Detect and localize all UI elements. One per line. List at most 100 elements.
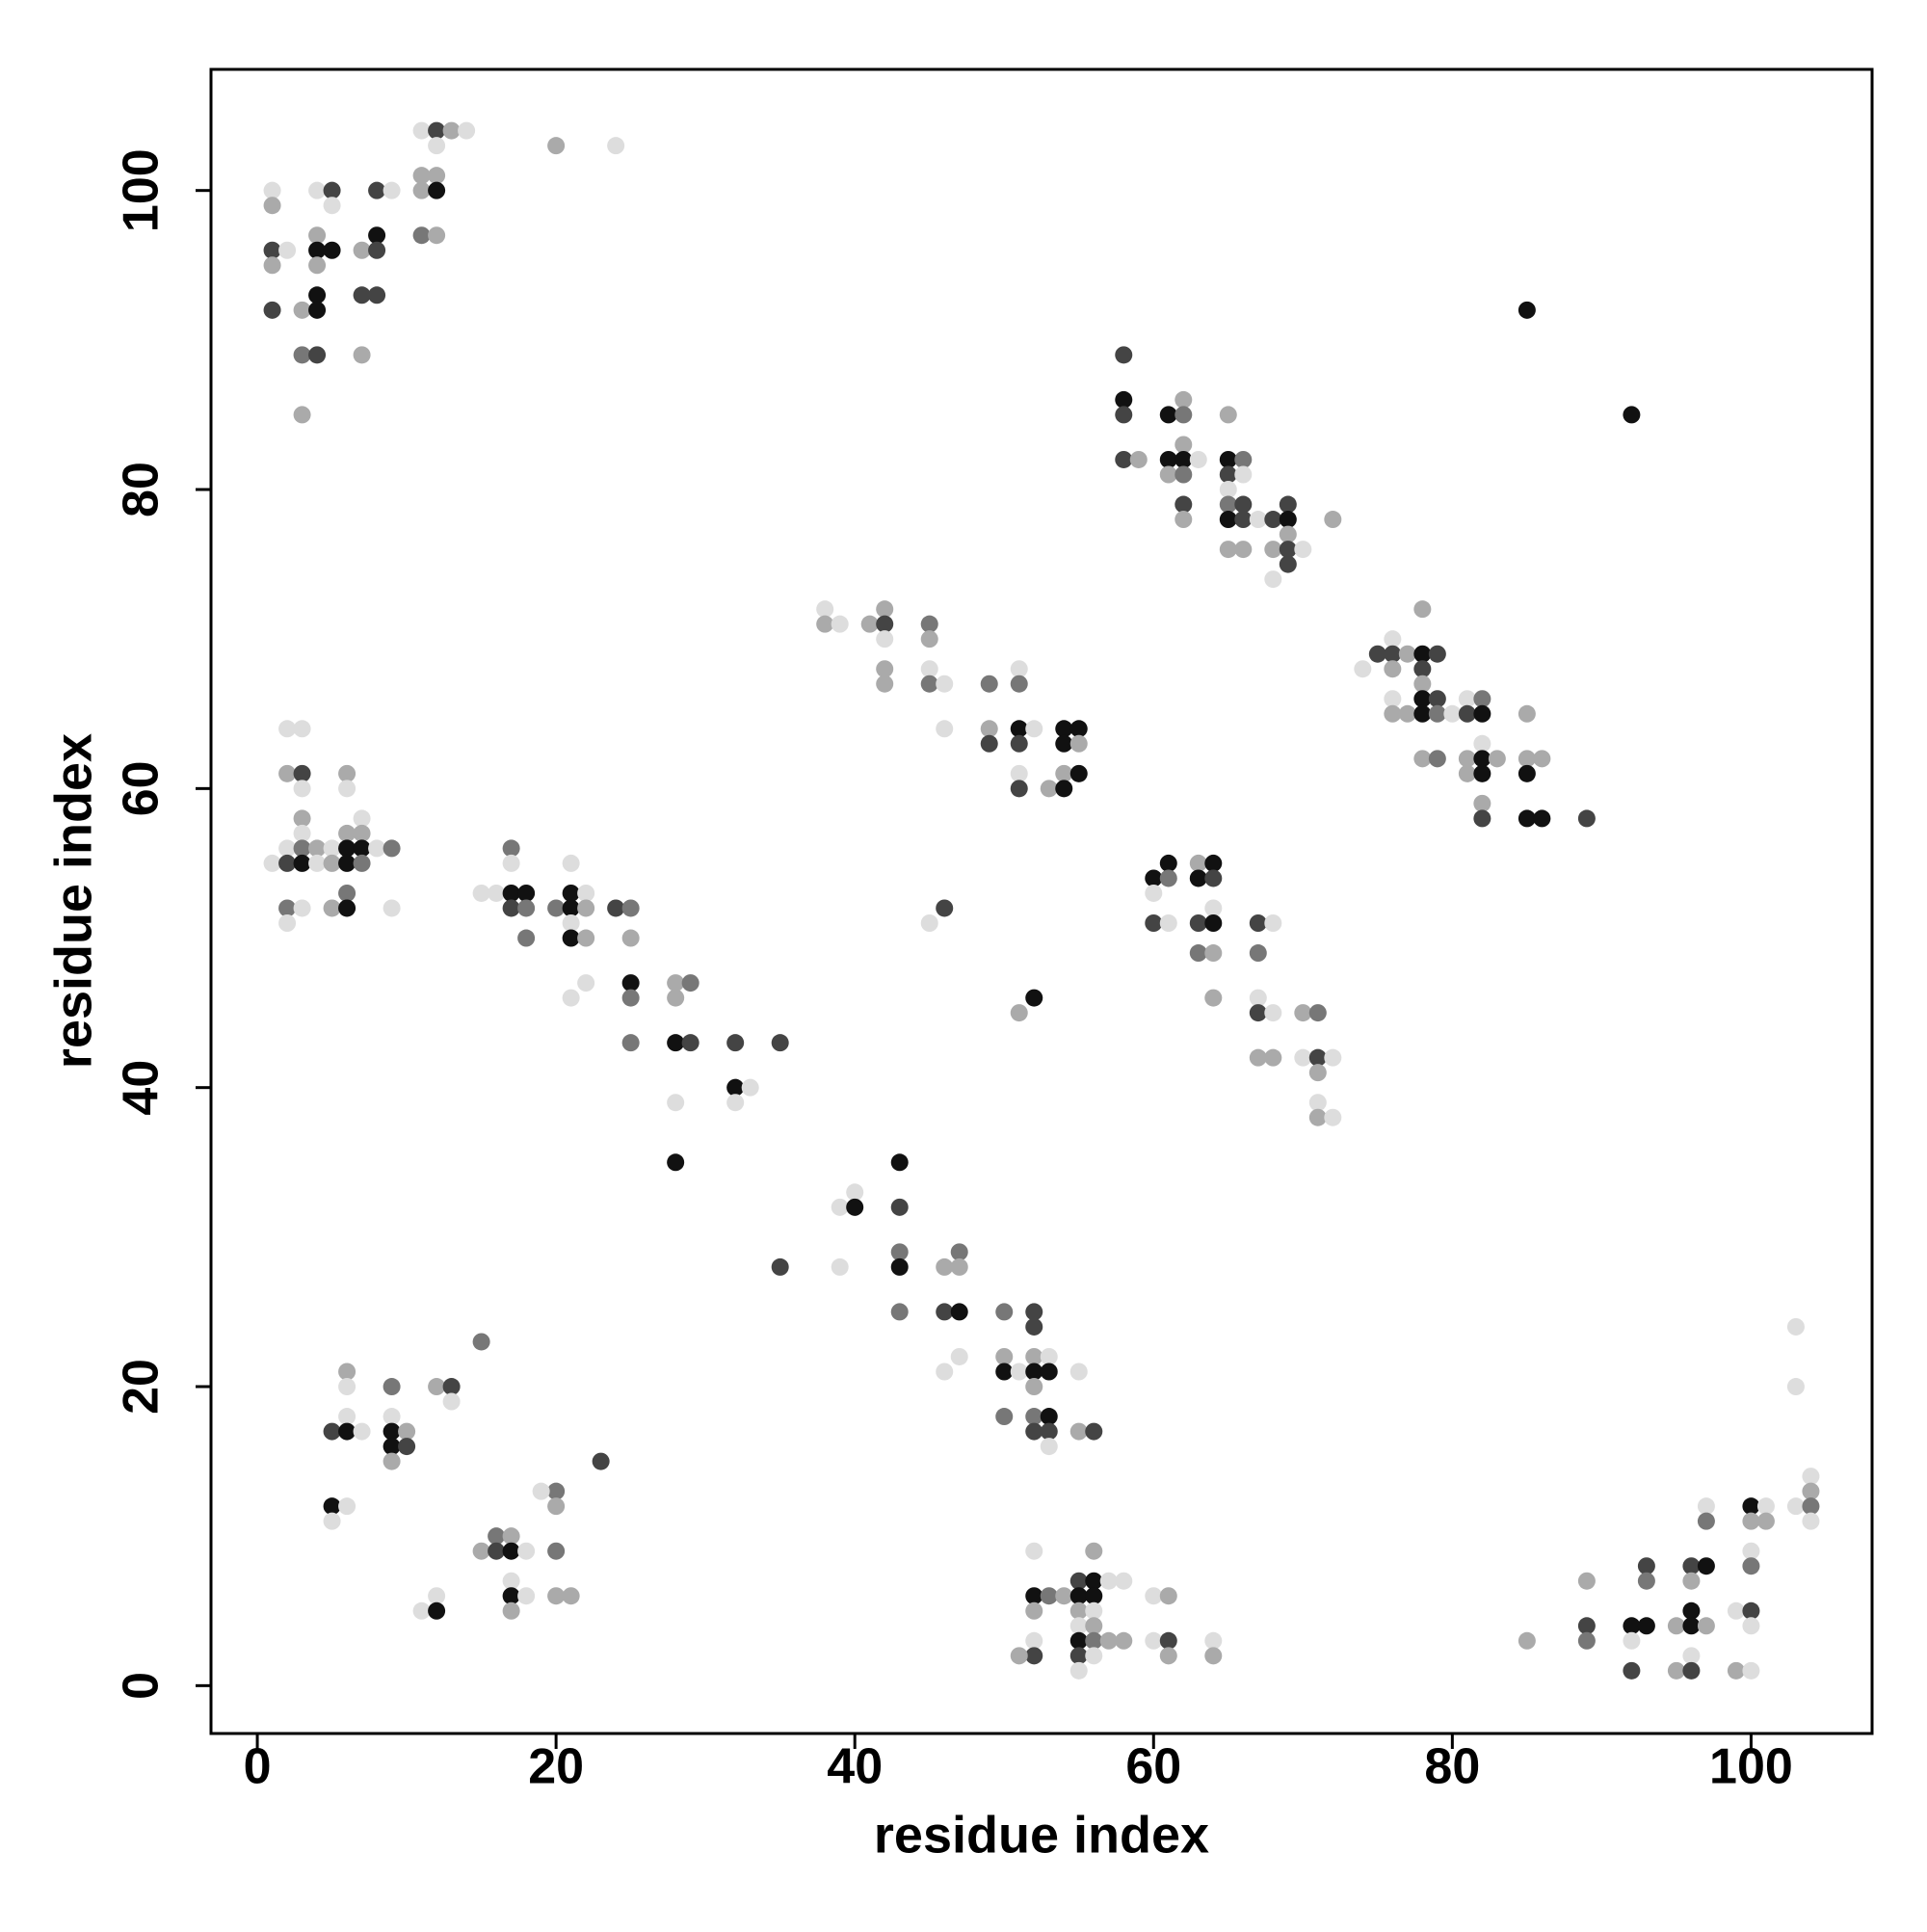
contact-point <box>1264 570 1282 589</box>
contact-point <box>1010 1647 1028 1665</box>
contact-point <box>741 1078 759 1097</box>
contact-point <box>1085 1572 1103 1590</box>
contact-point <box>1488 750 1506 768</box>
contact-point <box>1682 1572 1701 1590</box>
contact-point <box>308 839 327 858</box>
y-tick-label: 100 <box>114 148 170 232</box>
contact-point <box>1443 704 1462 723</box>
contact-point <box>562 913 580 932</box>
contact-point <box>1010 675 1028 693</box>
contact-point <box>293 780 311 798</box>
contact-point <box>1384 630 1402 648</box>
contact-point <box>1234 541 1253 559</box>
contact-point <box>1786 1317 1805 1336</box>
contact-point <box>383 1452 401 1470</box>
contact-point <box>1204 913 1223 932</box>
contact-point <box>1413 675 1432 693</box>
contact-point <box>1294 541 1312 559</box>
contact-point <box>368 286 386 304</box>
contact-point <box>1623 1661 1641 1680</box>
contact-point <box>1085 1422 1103 1441</box>
contact-point <box>621 899 640 917</box>
contact-point <box>338 1408 356 1426</box>
contact-point <box>1413 750 1432 768</box>
contact-point <box>293 854 311 872</box>
contact-point <box>1786 1497 1805 1516</box>
contact-point <box>1279 511 1297 529</box>
contact-point <box>442 1392 461 1411</box>
contact-point <box>1085 1647 1103 1665</box>
contact-point <box>383 1408 401 1426</box>
contact-point <box>936 1363 954 1381</box>
contact-point <box>1175 495 1193 514</box>
contact-point <box>412 121 431 140</box>
contact-point <box>1577 1617 1596 1635</box>
contact-point <box>1189 944 1207 963</box>
contact-point <box>1308 1108 1327 1126</box>
contact-point <box>383 1422 401 1441</box>
contact-point <box>577 899 595 917</box>
contact-point <box>562 989 580 1007</box>
contact-point <box>428 121 446 140</box>
contact-point <box>995 1363 1014 1381</box>
contact-point <box>1204 899 1223 917</box>
contact-point <box>1413 690 1432 708</box>
contact-point <box>1219 406 1237 424</box>
contact-point <box>368 181 386 199</box>
contact-point <box>1413 600 1432 619</box>
contact-point <box>936 720 954 738</box>
contact-point <box>1682 1617 1701 1635</box>
contact-point <box>1189 854 1207 872</box>
contact-point <box>1069 1572 1088 1590</box>
contact-point <box>936 1303 954 1321</box>
contact-point <box>412 226 431 245</box>
contact-point <box>353 1422 371 1441</box>
contact-point <box>428 1587 446 1605</box>
contact-point <box>1354 660 1372 678</box>
contact-point <box>1428 690 1446 708</box>
contact-point <box>1398 645 1416 663</box>
contact-point <box>1025 1347 1043 1365</box>
contact-point <box>1115 1631 1133 1650</box>
contact-point <box>1249 1004 1267 1022</box>
contact-point <box>1756 1512 1775 1530</box>
contact-point <box>383 899 401 917</box>
contact-point <box>890 1198 909 1216</box>
contact-point <box>1384 704 1402 723</box>
contact-point <box>398 1438 416 1456</box>
contact-point <box>920 660 938 678</box>
contact-point <box>1308 1004 1327 1022</box>
x-tick-label: 100 <box>1709 1739 1793 1795</box>
contact-point <box>1219 450 1237 468</box>
contact-point <box>1040 1587 1058 1605</box>
contact-point <box>1279 555 1297 573</box>
contact-point <box>1219 481 1237 499</box>
contact-point <box>1473 764 1491 782</box>
contact-point <box>1069 1631 1088 1650</box>
contact-point <box>1010 764 1028 782</box>
contact-point <box>263 241 281 259</box>
contact-point <box>502 1527 520 1546</box>
contact-point <box>1742 1601 1760 1620</box>
contact-point <box>920 630 938 648</box>
contact-point <box>1099 1631 1118 1650</box>
contact-point <box>1204 1647 1223 1665</box>
y-tick-label: 0 <box>114 1672 170 1700</box>
contact-point <box>1473 690 1491 708</box>
contact-point <box>547 899 566 917</box>
contact-point <box>293 720 311 738</box>
contact-point <box>1428 704 1446 723</box>
contact-point <box>592 1452 610 1470</box>
contact-point <box>1428 750 1446 768</box>
contact-point <box>1413 704 1432 723</box>
contact-point <box>1518 1631 1536 1650</box>
contact-point <box>353 241 371 259</box>
contact-point <box>338 899 356 917</box>
contact-point <box>1175 390 1193 409</box>
contact-point <box>412 181 431 199</box>
contact-point <box>1264 1004 1282 1022</box>
contact-point <box>1249 913 1267 932</box>
contact-point <box>1085 1601 1103 1620</box>
contact-point <box>353 286 371 304</box>
contact-point <box>502 854 520 872</box>
